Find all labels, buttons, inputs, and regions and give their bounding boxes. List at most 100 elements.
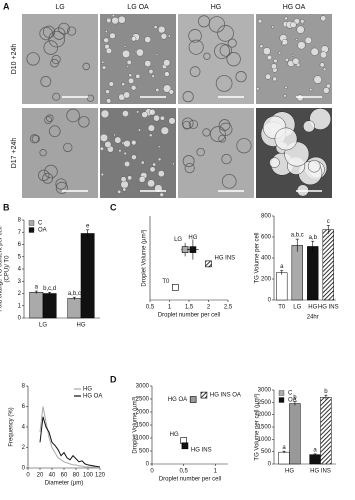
y-tick-label: 7 xyxy=(18,230,22,236)
x-axis-label: Diameter (µm) xyxy=(45,481,83,487)
cell xyxy=(123,45,127,48)
x-axis-label: Droplet number per cell xyxy=(159,477,221,483)
cell xyxy=(172,162,175,166)
significance-label: a,b,c xyxy=(68,291,81,297)
significance-label: a xyxy=(282,445,286,451)
cell xyxy=(284,85,288,90)
cell xyxy=(218,134,227,143)
legend-label: C xyxy=(288,391,293,397)
y-axis-label: TG Volume per cell xyxy=(255,232,261,283)
y-tick-label: 0 xyxy=(268,298,272,304)
point xyxy=(172,284,179,291)
y-tick-label: 6 xyxy=(22,404,26,410)
cell xyxy=(144,36,152,43)
cell xyxy=(135,73,141,79)
cell xyxy=(52,27,66,40)
cell xyxy=(208,16,226,33)
cell xyxy=(274,127,298,151)
cell xyxy=(86,94,95,102)
y-tick-label: 5 xyxy=(18,254,22,260)
point xyxy=(200,391,208,399)
significance-label: a,b,c xyxy=(291,233,304,239)
bar xyxy=(67,298,82,319)
row-label: D17 +24h xyxy=(11,138,18,169)
cell xyxy=(144,60,152,68)
x-tick-label: 60 xyxy=(61,473,68,479)
cell xyxy=(313,75,322,84)
cell xyxy=(297,41,306,50)
cell xyxy=(159,192,164,197)
cell xyxy=(78,116,90,128)
y-tick-label: 8 xyxy=(22,384,26,390)
cell xyxy=(209,126,226,143)
point-label: HG OA xyxy=(168,397,187,403)
cell xyxy=(131,154,137,160)
y-tick-label: 3 xyxy=(18,279,22,285)
cell xyxy=(168,89,174,95)
cell xyxy=(103,37,109,43)
cell xyxy=(310,47,319,56)
significance-label: e xyxy=(86,223,90,229)
cell xyxy=(117,189,122,194)
cell xyxy=(167,34,171,38)
bar xyxy=(278,451,290,465)
cell xyxy=(55,178,67,190)
cell xyxy=(309,108,332,130)
cell xyxy=(117,15,126,24)
cell xyxy=(181,117,194,130)
cell xyxy=(290,21,297,29)
cell xyxy=(164,71,170,77)
cell xyxy=(284,16,288,21)
cell xyxy=(108,81,114,87)
cell xyxy=(157,25,166,34)
cell xyxy=(189,66,201,77)
cell xyxy=(136,110,140,114)
cell xyxy=(226,52,241,67)
x-tick-label: 2,5 xyxy=(224,305,233,311)
cell xyxy=(121,49,131,59)
cell xyxy=(48,30,66,48)
cell xyxy=(157,170,165,178)
cell xyxy=(273,58,278,64)
bar xyxy=(320,397,332,465)
line-series xyxy=(39,416,101,468)
cell xyxy=(123,140,131,148)
panel-label: B xyxy=(3,202,10,212)
point xyxy=(189,246,197,253)
legend-swatch xyxy=(278,390,285,396)
y-tick-label: 800 xyxy=(261,214,272,220)
bar xyxy=(289,403,301,465)
y-tick-label: 400 xyxy=(261,256,272,262)
x-tick-label: 0 xyxy=(26,473,30,479)
panel-label: D xyxy=(110,374,117,384)
point-label: T0 xyxy=(162,279,170,285)
panel-label: C xyxy=(110,202,117,212)
significance-label: a xyxy=(35,285,39,291)
column-label: LG OA xyxy=(127,4,149,11)
cell xyxy=(67,26,77,36)
cell xyxy=(269,157,280,168)
cell xyxy=(40,76,52,87)
y-tick-label: 0 xyxy=(146,462,150,468)
cell xyxy=(141,111,148,118)
legend-label: OA xyxy=(38,228,47,234)
cell xyxy=(131,139,137,146)
y-tick-label: 1000 xyxy=(258,437,272,443)
cell xyxy=(58,22,70,35)
cell xyxy=(140,160,145,165)
legend-label: HG xyxy=(83,387,92,393)
y-tick-label: 4 xyxy=(22,425,26,431)
cell xyxy=(219,122,233,136)
x-tick-label: 1 xyxy=(168,305,172,311)
cell xyxy=(137,128,141,132)
cell xyxy=(130,85,137,91)
cell xyxy=(118,149,122,153)
column-label: HG xyxy=(211,4,222,11)
bar xyxy=(291,245,303,301)
cell xyxy=(149,166,156,173)
cell xyxy=(215,75,233,92)
cell xyxy=(296,25,305,34)
significance-label: b xyxy=(293,395,297,401)
cell xyxy=(163,59,171,67)
